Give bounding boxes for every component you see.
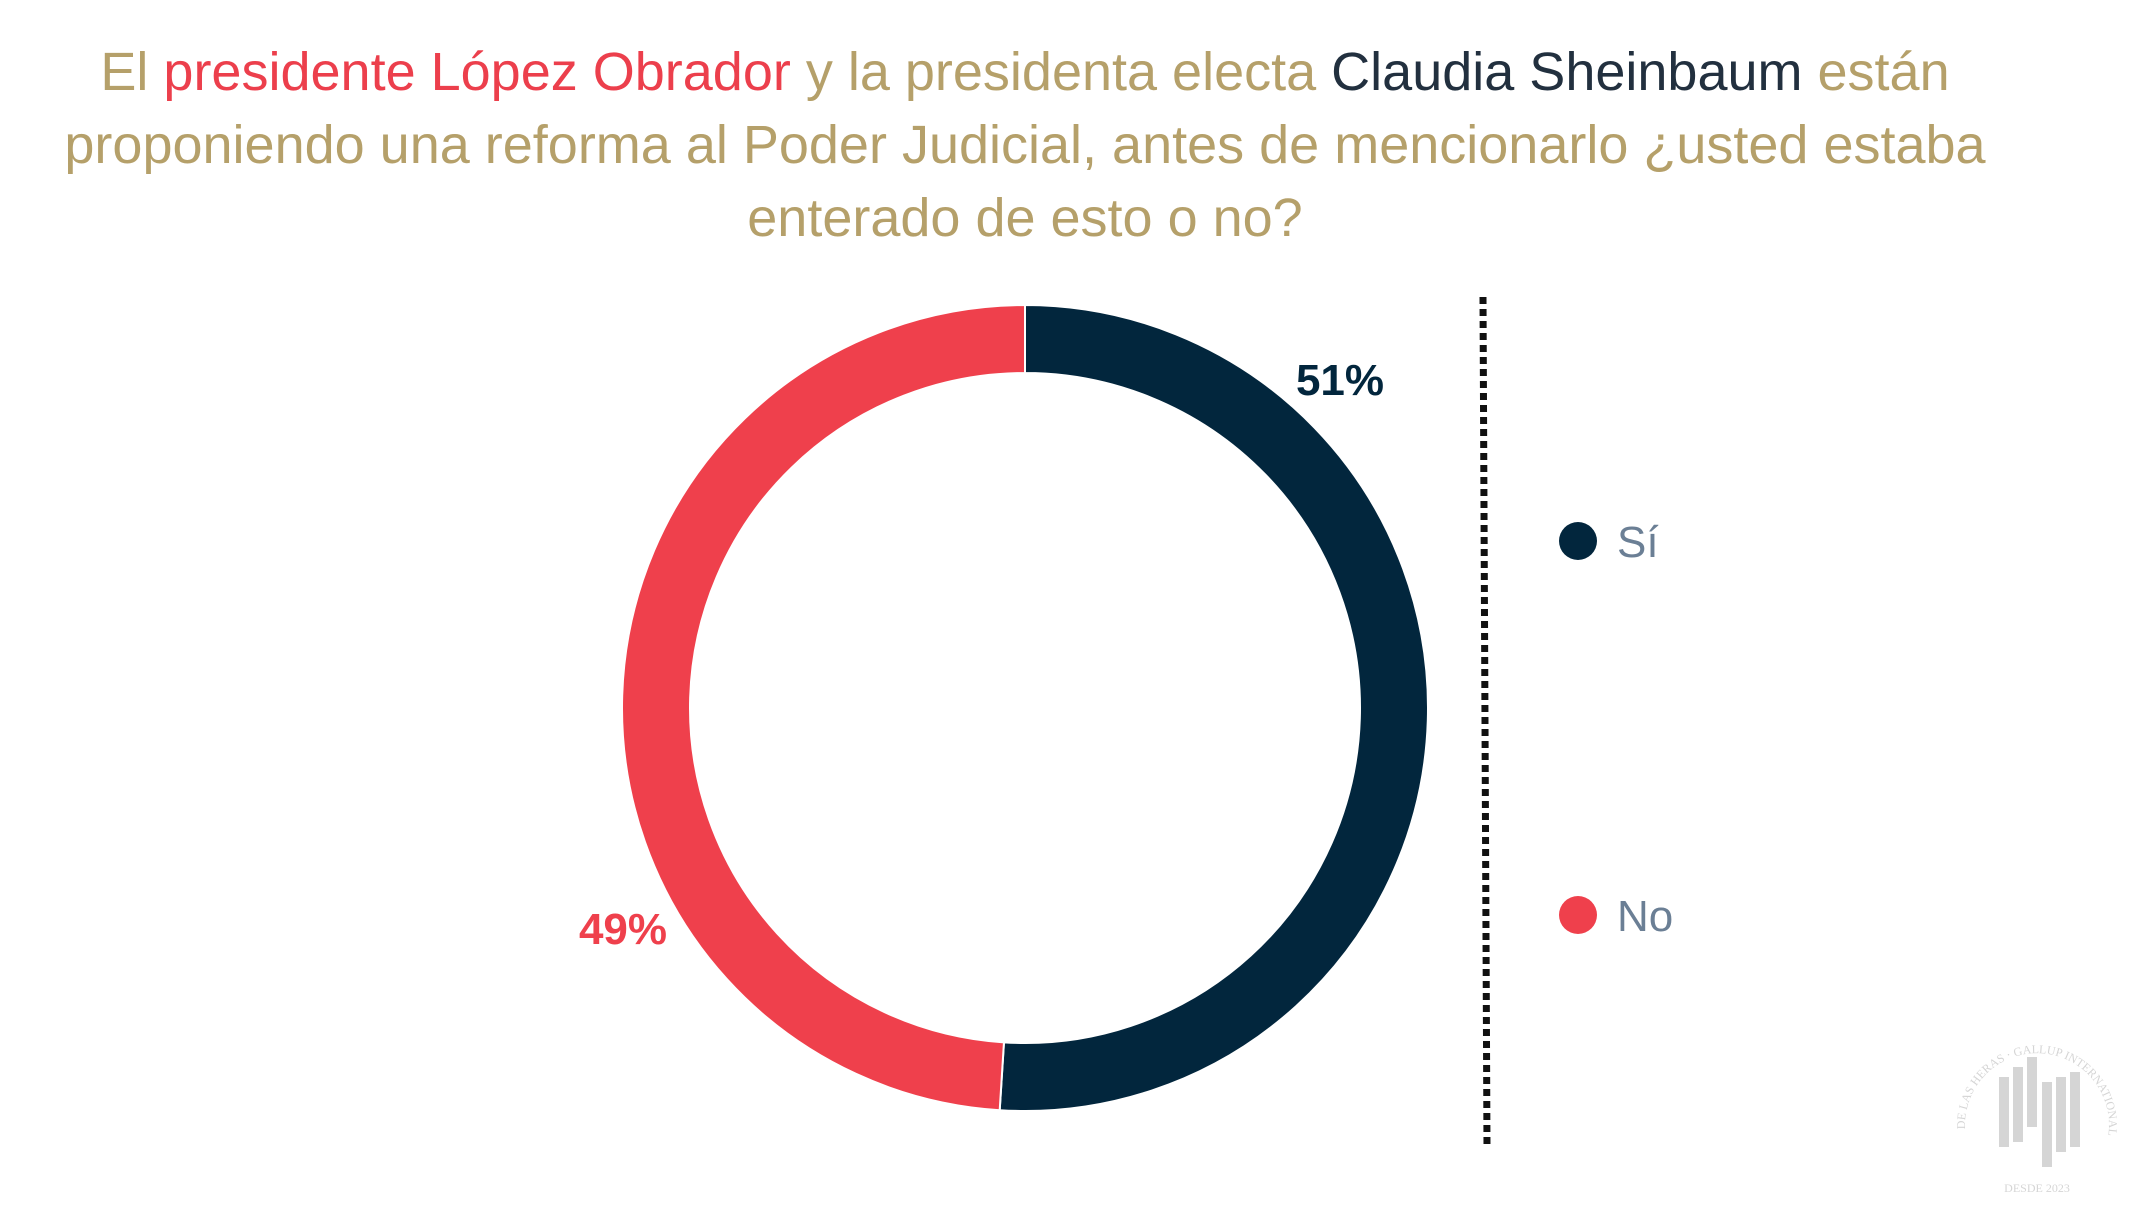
title-text: El <box>100 42 164 102</box>
legend-marker-si <box>1559 522 1597 560</box>
chart-title: El presidente López Obrador y la preside… <box>60 36 1990 255</box>
data-label-si: 51% <box>1296 356 1384 405</box>
title-text: y la presidenta electa <box>790 42 1332 102</box>
divider-dotted-line <box>1479 296 1491 1149</box>
donut-slice-no <box>621 303 1026 1112</box>
gallup-logo: DE LAS HERAS · GALLUP INTERNATIONAL MEMB… <box>1954 1039 2120 1205</box>
title-text: están proponiendo una reforma al Poder J… <box>64 42 1986 248</box>
legend-label-no: No <box>1617 892 1673 941</box>
title-highlight-sheinbaum: Claudia Sheinbaum <box>1331 42 1803 102</box>
svg-text:DE LAS HERAS · GALLUP INTERNAT: DE LAS HERAS · GALLUP INTERNATIONAL MEMB… <box>1954 1042 2120 1140</box>
legend-marker-no <box>1559 896 1597 934</box>
data-label-no: 49% <box>579 905 667 954</box>
legend-label-si: Sí <box>1617 518 1659 567</box>
donut-slice-si <box>998 303 1430 1112</box>
title-highlight-lopez-obrador: presidente López Obrador <box>163 42 791 102</box>
svg-text:DESDE 2023: DESDE 2023 <box>2004 1181 2070 1195</box>
